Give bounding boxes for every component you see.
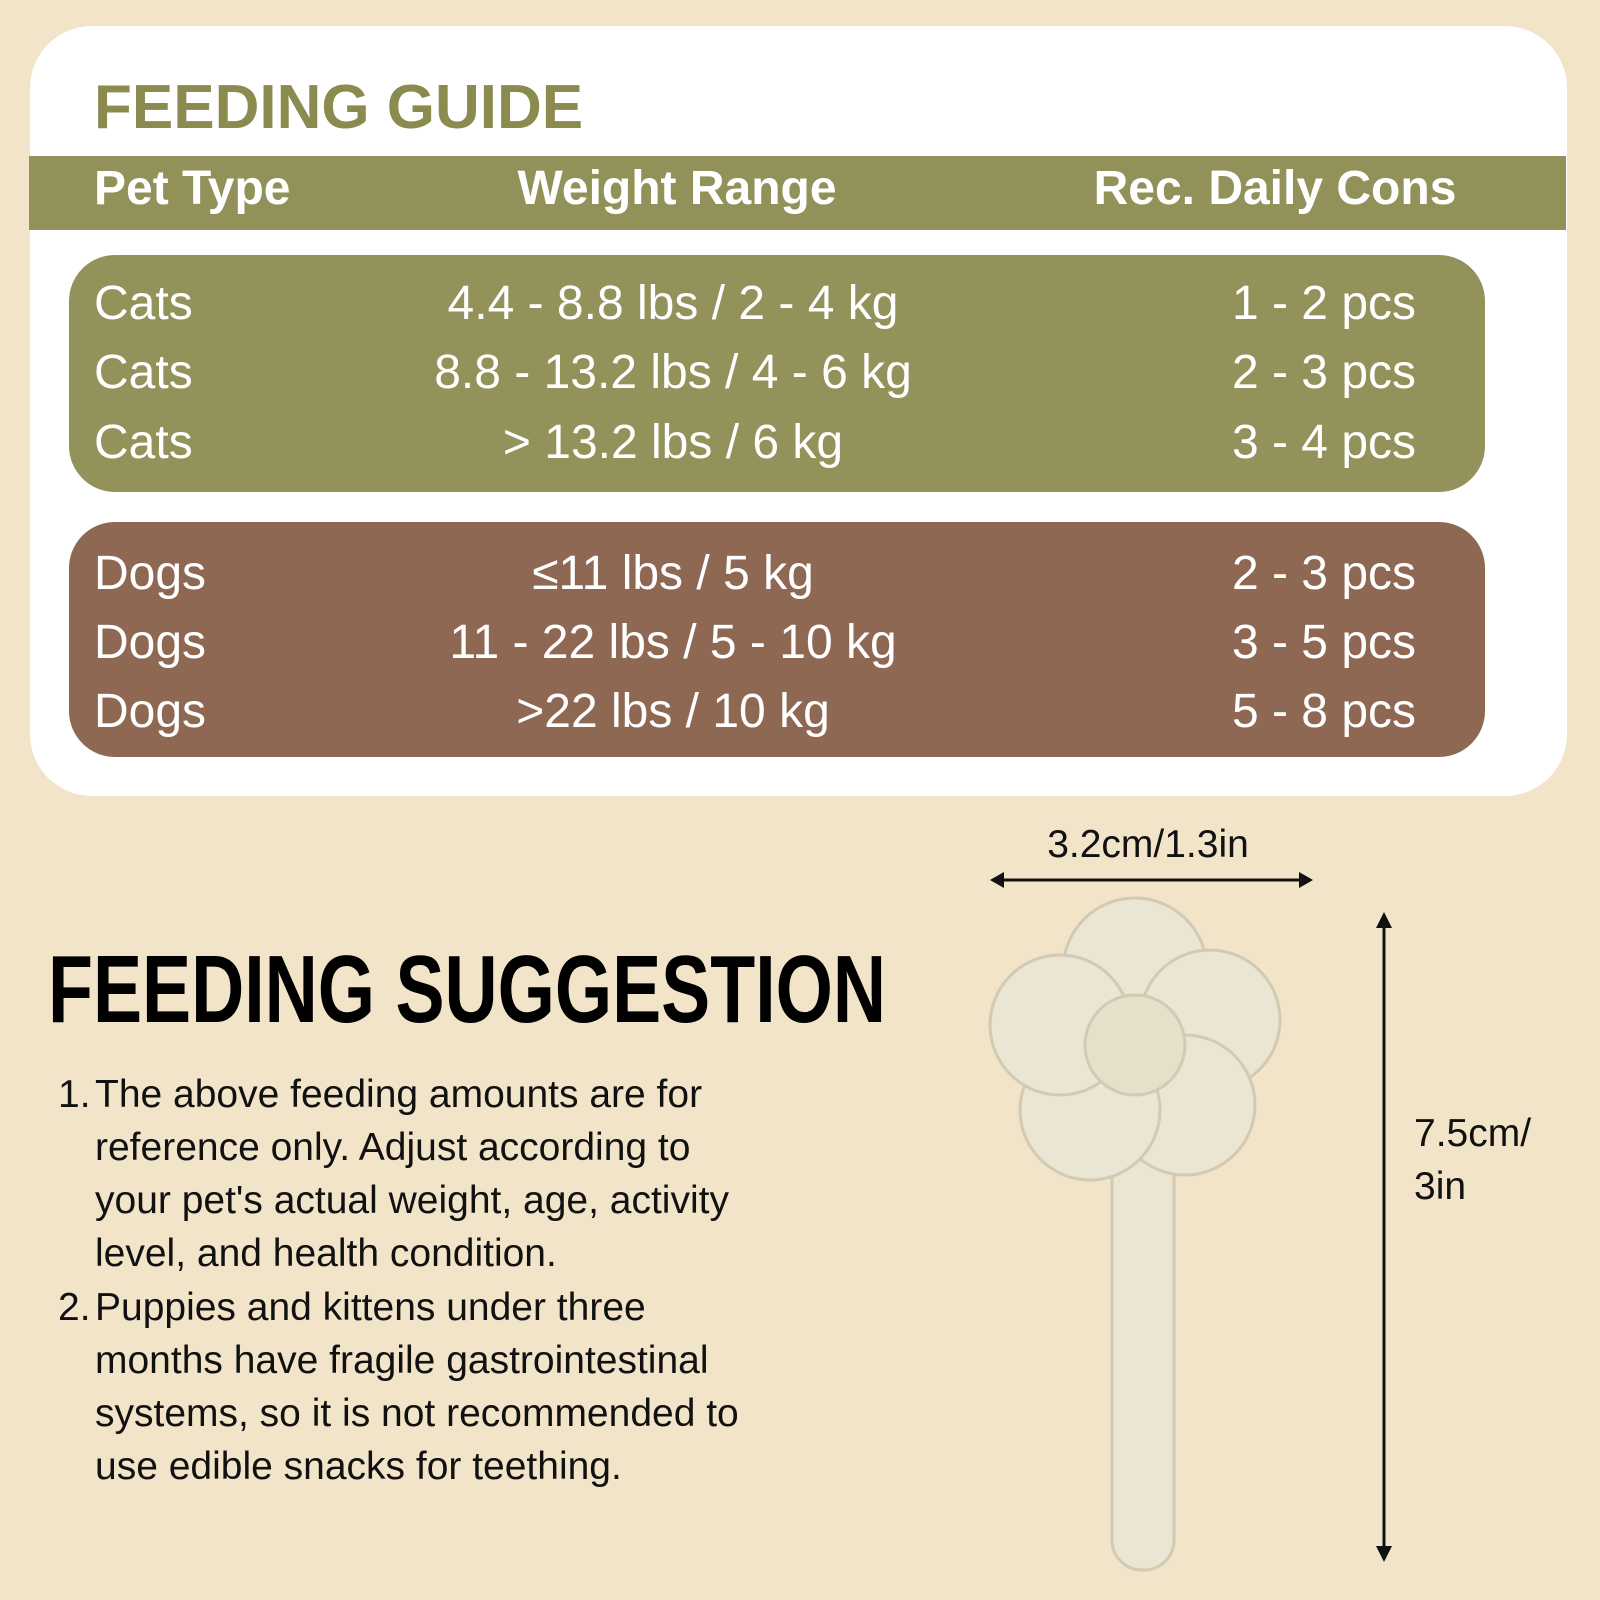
cats-box [69,255,1485,492]
table-cell: Dogs [94,616,206,669]
table-cell: 3 - 5 pcs [1232,616,1416,669]
table-cell: Cats [94,277,193,330]
note-number: 2. [58,1286,91,1329]
suggestion-title: FEEDING SUGGESTION [48,936,886,1043]
column-header: Rec. Daily Cons [1094,162,1457,215]
width-label: 3.2cm/1.3in [1047,823,1249,866]
table-cell: Dogs [94,547,206,600]
note-line: months have fragile gastrointestinal [95,1339,709,1382]
table-cell: Cats [94,416,193,469]
table-cell: 1 - 2 pcs [1232,277,1416,330]
table-cell: 2 - 3 pcs [1232,346,1416,399]
table-cell: 5 - 8 pcs [1232,685,1416,738]
height-label: 7.5cm/ [1414,1112,1531,1155]
table-cell: Cats [94,346,193,399]
table-cell: 3 - 4 pcs [1232,416,1416,469]
table-cell: 4.4 - 8.8 lbs / 2 - 4 kg [448,277,899,330]
height-label: 3in [1414,1165,1466,1208]
table-cell: >22 lbs / 10 kg [516,685,830,738]
header-bar [29,156,1566,230]
dimension-arrows [990,872,1392,1562]
table-cell: 11 - 22 lbs / 5 - 10 kg [449,616,896,669]
table-cell: 2 - 3 pcs [1232,547,1416,600]
note-line: use edible snacks for teething. [95,1445,622,1488]
column-header: Pet Type [94,162,291,215]
treat-image [988,896,1282,1572]
table-cell: > 13.2 lbs / 6 kg [503,416,843,469]
note-line: reference only. Adjust according to [95,1126,690,1169]
note-line: Puppies and kittens under three [95,1286,646,1329]
note-line: systems, so it is not recommended to [95,1392,739,1435]
table-cell: ≤11 lbs / 5 kg [532,547,814,600]
guide-title: FEEDING GUIDE [94,73,583,142]
column-header: Weight Range [517,162,836,215]
dogs-box [69,522,1485,757]
note-line: your pet's actual weight, age, activity [95,1179,729,1222]
table-cell: Dogs [94,685,206,738]
table-cell: 8.8 - 13.2 lbs / 4 - 6 kg [434,346,912,399]
note-line: The above feeding amounts are for [95,1073,702,1116]
note-number: 1. [58,1073,91,1116]
note-line: level, and health condition. [95,1232,557,1275]
